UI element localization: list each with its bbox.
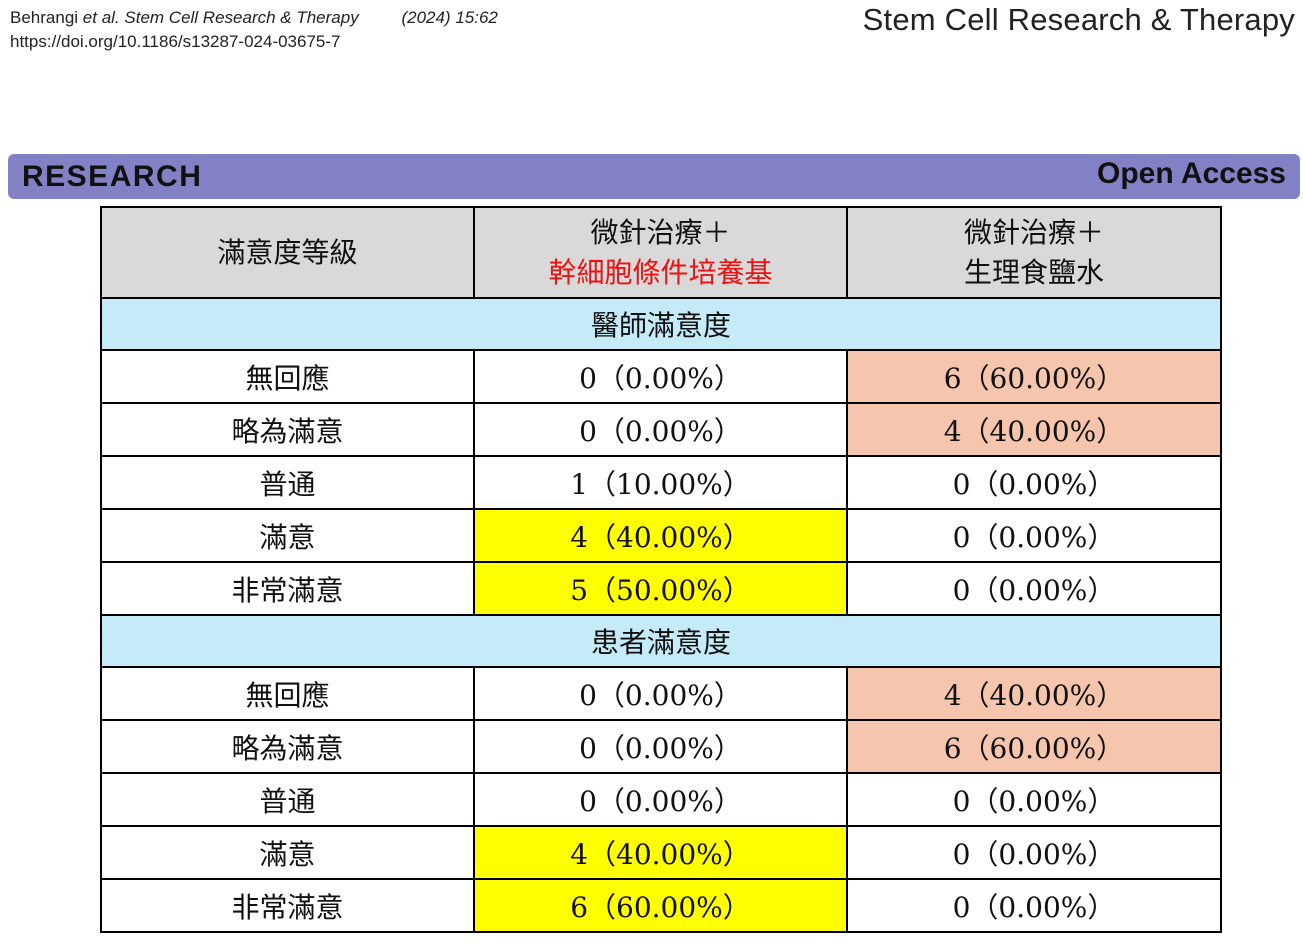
level-label: 普通 <box>100 455 475 510</box>
header-group-stem-cell: 微針治療＋ 幹細胞條件培養基 <box>473 206 848 299</box>
section-title: 醫師滿意度 <box>100 297 1222 351</box>
saline-value: 0（0.00%） <box>846 455 1222 510</box>
table-row: 普通 0（0.00%） 0（0.00%） <box>100 772 1222 827</box>
saline-value: 6（60.00%） <box>846 719 1222 774</box>
level-label: 無回應 <box>100 349 475 404</box>
table-row: 非常滿意 5（50.00%） 0（0.00%） <box>100 561 1222 616</box>
section-title: 患者滿意度 <box>100 614 1222 668</box>
citation-authors: Behrangi <box>10 8 79 27</box>
saline-value: 4（40.00%） <box>846 666 1222 721</box>
section-row: 醫師滿意度 <box>100 297 1222 351</box>
table-body: 醫師滿意度 無回應 0（0.00%） 6（60.00%） 略為滿意 0（0.00%） 4（4… <box>100 297 1222 933</box>
table-row: 略為滿意 0（0.00%） 6（60.00%） <box>100 719 1222 774</box>
section-row: 患者滿意度 <box>100 614 1222 668</box>
citation-year: (2024) 15:62 <box>401 8 498 27</box>
table-header-row: 滿意度等級 微針治療＋ 幹細胞條件培養基 微針治療＋ 生理食鹽水 <box>100 206 1222 299</box>
saline-value: 0（0.00%） <box>846 772 1222 827</box>
level-label: 普通 <box>100 772 475 827</box>
stem-cell-value: 4（40.00%） <box>473 508 848 563</box>
journal-title: Stem Cell Research & Therapy <box>862 2 1295 37</box>
stem-cell-value: 0（0.00%） <box>473 772 848 827</box>
stem-cell-value: 1（10.00%） <box>473 455 848 510</box>
table-row: 普通 1（10.00%） 0（0.00%） <box>100 455 1222 510</box>
level-label: 略為滿意 <box>100 719 475 774</box>
level-label: 滿意 <box>100 508 475 563</box>
header-satisfaction-level: 滿意度等級 <box>100 206 475 299</box>
article-type-label: RESEARCH <box>22 160 203 193</box>
citation-journal: Stem Cell Research & Therapy <box>124 8 359 27</box>
article-type-banner: RESEARCH Open Access <box>8 154 1300 199</box>
table-row: 非常滿意 6（60.00%） 0（0.00%） <box>100 878 1222 933</box>
citation-line1: Behrangi et al. Stem Cell Research & The… <box>10 6 498 30</box>
header-group-saline-line1: 微針治療＋ <box>963 215 1104 249</box>
header-group-stem-cell-line1: 微針治療＋ <box>590 215 731 249</box>
saline-value: 6（60.00%） <box>846 349 1222 404</box>
table-row: 無回應 0（0.00%） 4（40.00%） <box>100 666 1222 721</box>
header-group-saline: 微針治療＋ 生理食鹽水 <box>846 206 1222 299</box>
open-access-label: Open Access <box>1097 157 1286 190</box>
saline-value: 4（40.00%） <box>846 402 1222 457</box>
level-label: 無回應 <box>100 666 475 721</box>
level-label: 略為滿意 <box>100 402 475 457</box>
stem-cell-value: 0（0.00%） <box>473 402 848 457</box>
stem-cell-value: 0（0.00%） <box>473 719 848 774</box>
stem-cell-value: 4（40.00%） <box>473 825 848 880</box>
level-label: 滿意 <box>100 825 475 880</box>
table-row: 滿意 4（40.00%） 0（0.00%） <box>100 508 1222 563</box>
satisfaction-table: 滿意度等級 微針治療＋ 幹細胞條件培養基 微針治療＋ 生理食鹽水 醫師滿意度 無回… <box>100 206 1222 933</box>
stem-cell-value: 0（0.00%） <box>473 666 848 721</box>
doi-link[interactable]: https://doi.org/10.1186/s13287-024-03675… <box>10 32 341 51</box>
stem-cell-value: 6（60.00%） <box>473 878 848 933</box>
level-label: 非常滿意 <box>100 561 475 616</box>
table-row: 略為滿意 0（0.00%） 4（40.00%） <box>100 402 1222 457</box>
saline-value: 0（0.00%） <box>846 508 1222 563</box>
saline-value: 0（0.00%） <box>846 878 1222 933</box>
saline-value: 0（0.00%） <box>846 825 1222 880</box>
saline-value: 0（0.00%） <box>846 561 1222 616</box>
table-row: 滿意 4（40.00%） 0（0.00%） <box>100 825 1222 880</box>
header-group-stem-cell-line2: 幹細胞條件培養基 <box>548 255 773 289</box>
header-group-saline-line2: 生理食鹽水 <box>963 255 1104 289</box>
table-row: 無回應 0（0.00%） 6（60.00%） <box>100 349 1222 404</box>
citation: Behrangi et al. Stem Cell Research & The… <box>10 6 498 54</box>
stem-cell-value: 0（0.00%） <box>473 349 848 404</box>
level-label: 非常滿意 <box>100 878 475 933</box>
stem-cell-value: 5（50.00%） <box>473 561 848 616</box>
citation-et-al: et al. <box>82 8 120 27</box>
